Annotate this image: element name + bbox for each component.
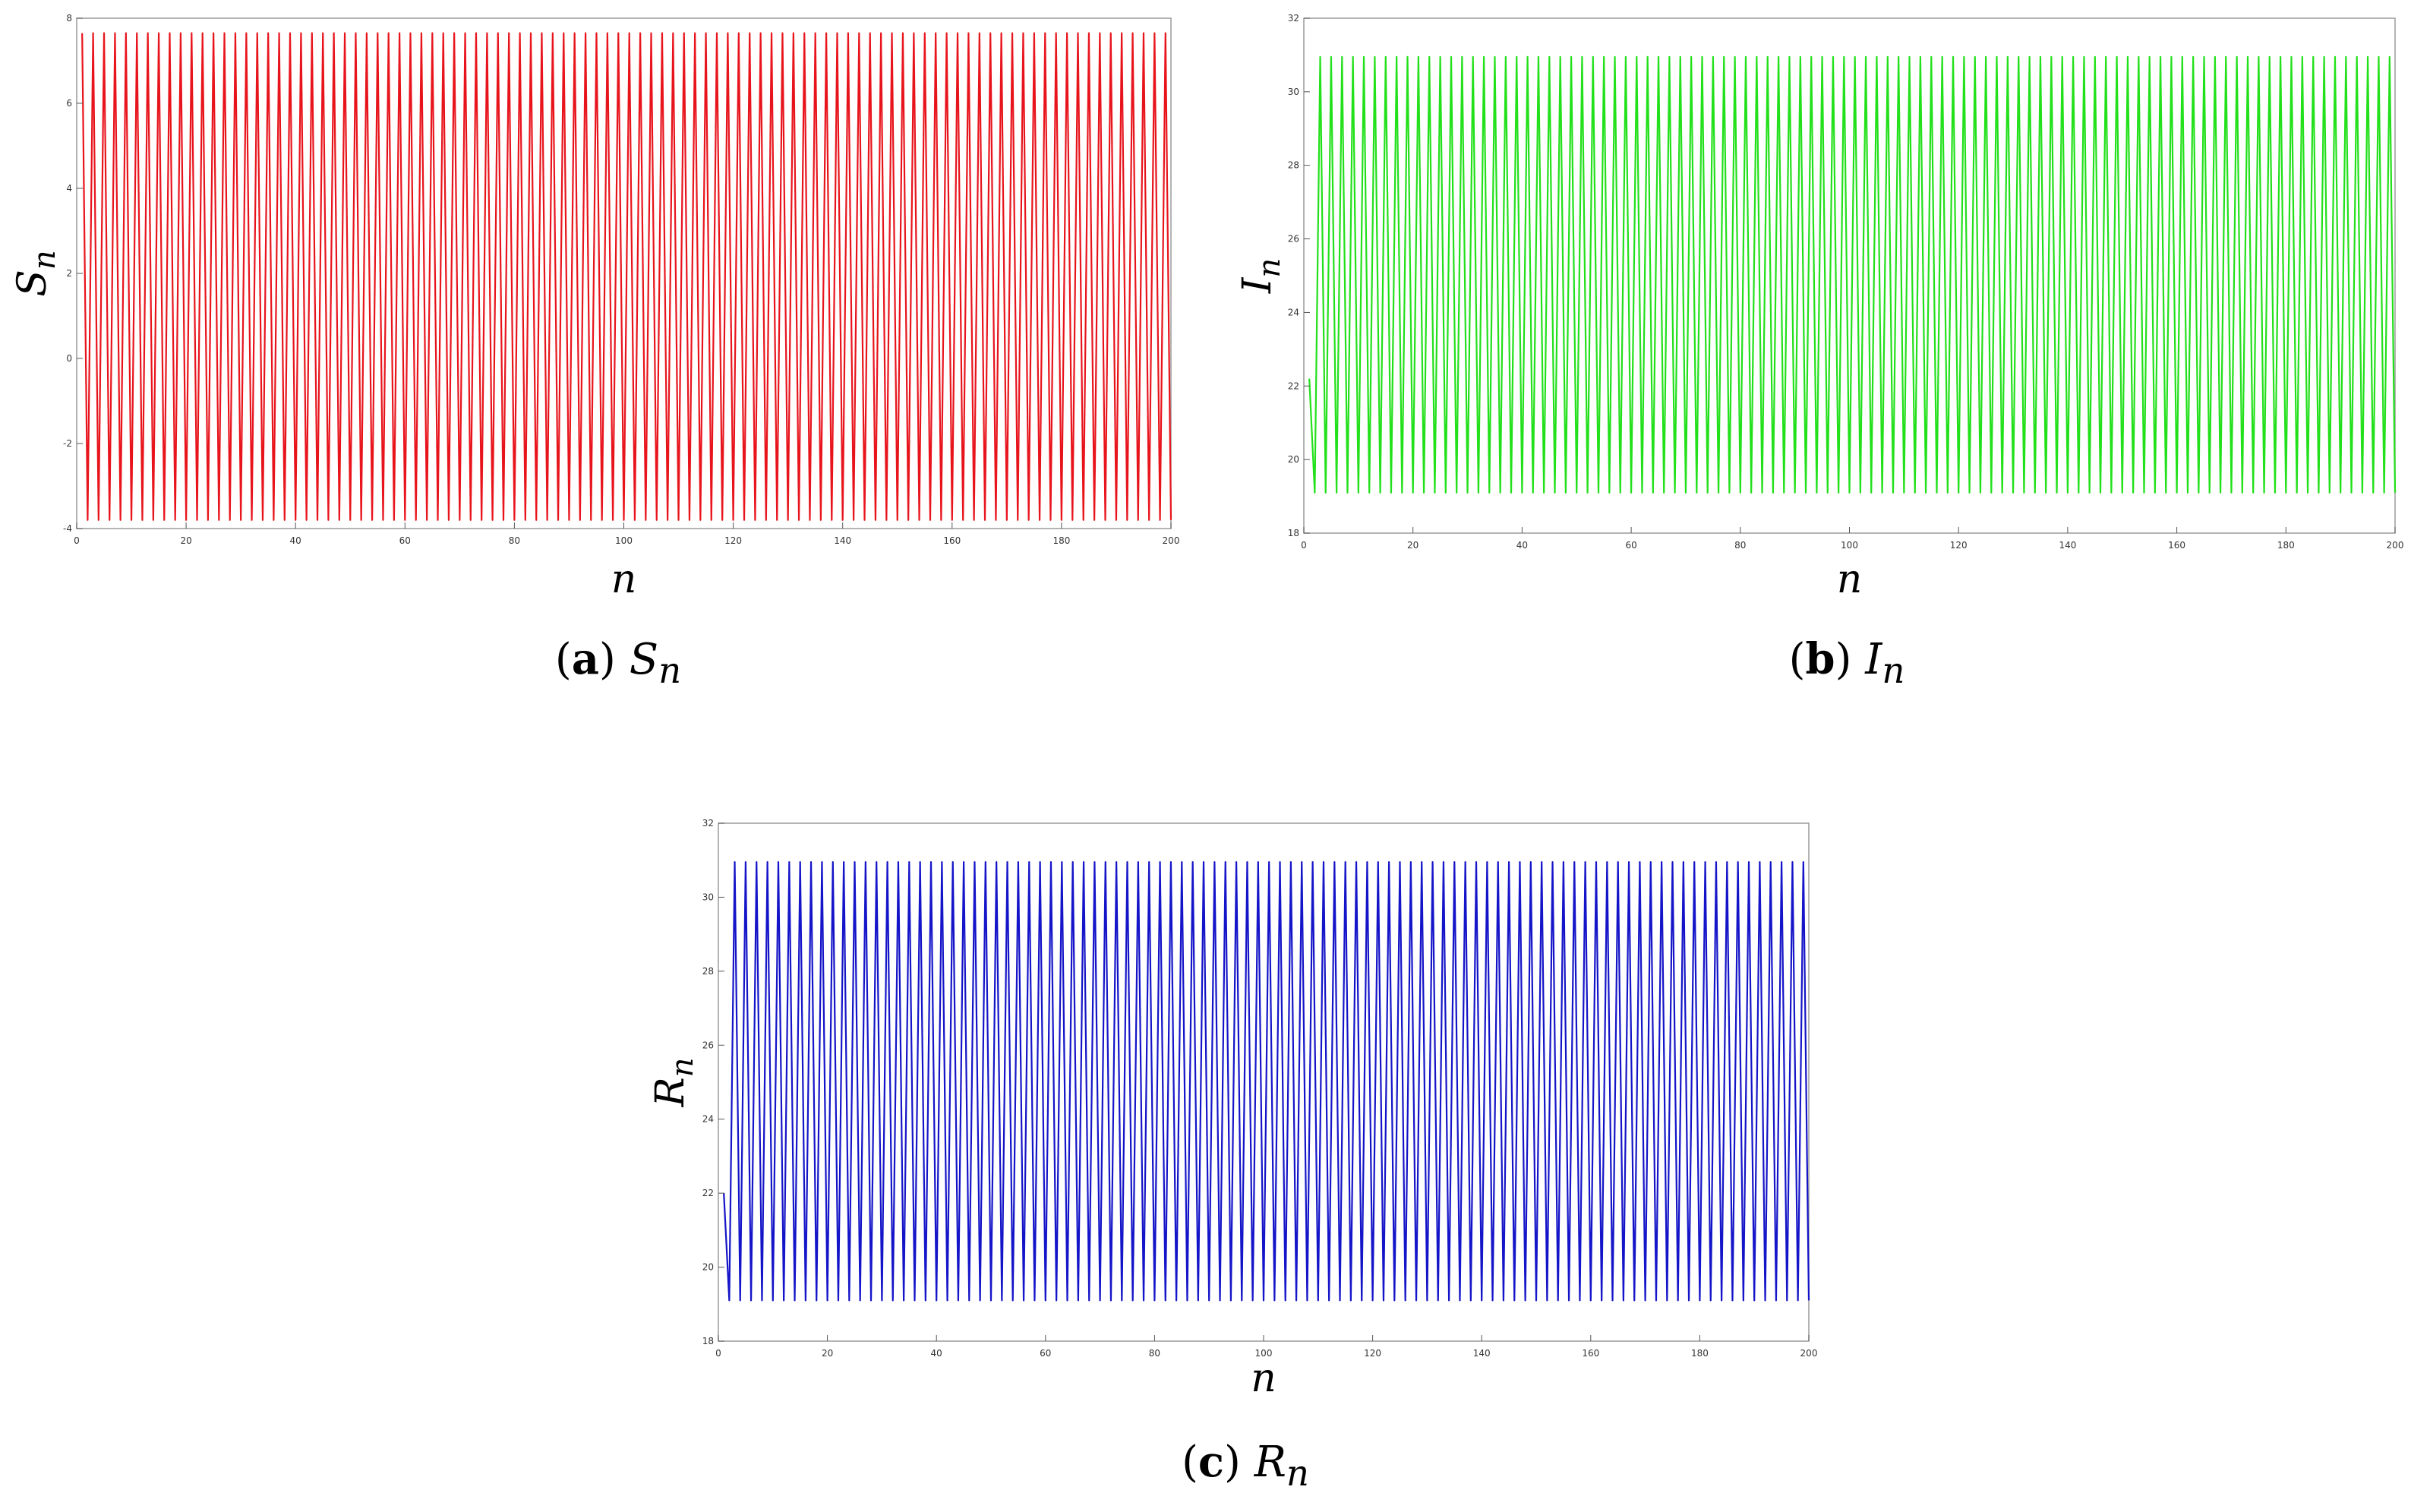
caption-c: (c) Rn <box>1182 1437 1309 1495</box>
x-tick-label-b: 40 <box>1516 540 1528 551</box>
y-tick-label-c: 28 <box>702 966 714 977</box>
caption-b-sub: n <box>1882 651 1905 693</box>
x-tick-label-a: 100 <box>615 535 633 546</box>
x-tick-label-b: 120 <box>1950 540 1968 551</box>
caption-b-letter: b <box>1805 634 1835 684</box>
x-tick-label-a: 120 <box>724 535 742 546</box>
caption-a-sub: n <box>658 651 682 693</box>
x-tick-label-b: 20 <box>1407 540 1419 551</box>
x-axis-label-a: n <box>611 557 637 602</box>
y-tick-label-b: 32 <box>1288 13 1299 24</box>
y-tick-label-c: 32 <box>702 818 714 829</box>
x-tick-label-c: 160 <box>1582 1348 1599 1359</box>
y-tick-label-b: 20 <box>1288 454 1299 465</box>
y-axis-label-a: Sn <box>10 250 62 296</box>
x-tick-label-a: 200 <box>1163 535 1180 546</box>
y-tick-label-c: 24 <box>702 1114 714 1125</box>
caption-b-symbol: I <box>1865 635 1882 684</box>
x-tick-label-a: 160 <box>943 535 961 546</box>
y-tick-label-a: 6 <box>66 98 72 109</box>
x-tick-label-c: 180 <box>1691 1348 1709 1359</box>
caption-a-letter: a <box>571 634 600 684</box>
x-tick-label-b: 180 <box>2277 540 2295 551</box>
y-tick-label-c: 18 <box>702 1336 714 1346</box>
series-line-c <box>723 861 1810 1302</box>
x-tick-label-a: 80 <box>509 535 520 546</box>
x-tick-label-b: 80 <box>1734 540 1746 551</box>
x-tick-label-b: 100 <box>1841 540 1858 551</box>
x-tick-label-a: 20 <box>180 535 191 546</box>
y-tick-label-b: 18 <box>1288 528 1299 538</box>
x-axis-label-c: n <box>1251 1356 1277 1401</box>
x-tick-label-c: 0 <box>715 1348 721 1359</box>
y-tick-label-a: 4 <box>66 183 72 194</box>
caption-a-symbol: S <box>629 635 659 684</box>
x-tick-label-b: 140 <box>2059 540 2076 551</box>
x-tick-label-c: 80 <box>1149 1348 1160 1359</box>
x-tick-label-c: 20 <box>822 1348 833 1359</box>
y-tick-label-a: -4 <box>63 523 72 534</box>
x-tick-label-b: 160 <box>2168 540 2185 551</box>
x-tick-label-b: 0 <box>1301 540 1307 551</box>
y-tick-label-b: 22 <box>1288 380 1299 391</box>
x-tick-label-b: 60 <box>1625 540 1636 551</box>
series-line-a <box>81 32 1172 521</box>
x-tick-label-a: 140 <box>834 535 851 546</box>
x-tick-label-b: 200 <box>2387 540 2404 551</box>
x-axis-label-b: n <box>1837 557 1863 602</box>
x-tick-label-c: 200 <box>1800 1348 1818 1359</box>
y-tick-label-c: 20 <box>702 1262 714 1273</box>
x-tick-label-a: 0 <box>74 535 80 546</box>
y-tick-label-c: 30 <box>702 892 714 902</box>
y-tick-label-b: 24 <box>1288 307 1299 317</box>
y-tick-label-c: 26 <box>702 1040 714 1050</box>
y-axis-label-c: Rn <box>648 1058 700 1108</box>
x-tick-label-c: 40 <box>931 1348 942 1359</box>
y-tick-label-b: 28 <box>1288 160 1299 171</box>
x-tick-label-c: 100 <box>1255 1348 1273 1359</box>
y-tick-label-b: 26 <box>1288 234 1299 245</box>
x-tick-label-a: 40 <box>290 535 301 546</box>
y-axis-label-b: In <box>1235 258 1287 294</box>
x-tick-label-a: 60 <box>399 535 411 546</box>
x-tick-label-c: 60 <box>1040 1348 1051 1359</box>
x-tick-label-c: 140 <box>1473 1348 1491 1359</box>
x-tick-label-a: 180 <box>1052 535 1070 546</box>
y-tick-label-a: 0 <box>66 353 72 364</box>
series-line-b <box>1308 55 2397 494</box>
caption-b: (b) In <box>1788 634 1905 693</box>
y-tick-label-a: 8 <box>66 13 72 24</box>
caption-c-symbol: R <box>1254 1438 1286 1487</box>
caption-c-sub: n <box>1286 1454 1309 1495</box>
plot-area-a <box>76 17 1172 529</box>
y-tick-label-b: 30 <box>1288 87 1299 97</box>
y-tick-label-a: -2 <box>63 438 72 449</box>
caption-a: (a) Sn <box>554 634 682 693</box>
x-tick-label-c: 120 <box>1364 1348 1381 1359</box>
y-tick-label-a: 2 <box>66 268 72 279</box>
caption-c-letter: c <box>1198 1437 1225 1487</box>
y-tick-label-c: 22 <box>702 1188 714 1198</box>
